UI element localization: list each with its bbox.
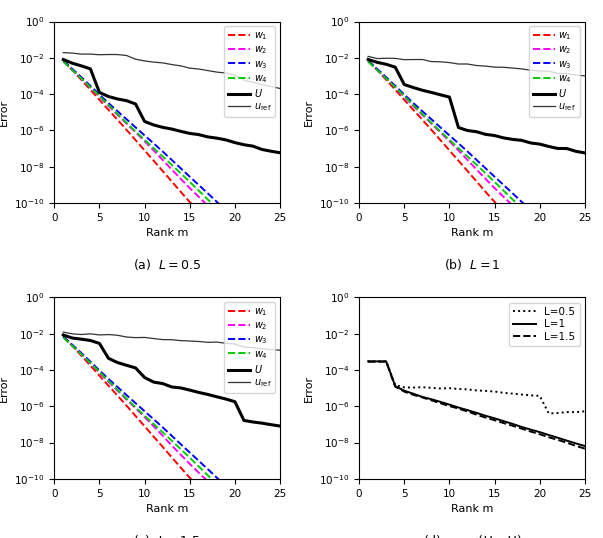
L=0.5 xyxy=(365,358,372,365)
L=1.5 xyxy=(455,405,462,412)
L=1 xyxy=(473,409,480,416)
L=0.5 xyxy=(527,392,534,399)
L=1 xyxy=(437,399,444,405)
Text: (b)  $L = 1$: (b) $L = 1$ xyxy=(444,257,500,272)
L=1 xyxy=(563,437,570,444)
Text: (c)  $L = 1.5$: (c) $L = 1.5$ xyxy=(133,533,201,538)
L=1 xyxy=(455,404,462,410)
L=1.5 xyxy=(446,403,453,409)
Line: L=0.5: L=0.5 xyxy=(368,361,585,413)
L=1.5 xyxy=(365,358,372,365)
L=1.5 xyxy=(473,412,480,418)
L=1.5 xyxy=(418,394,426,401)
L=0.5 xyxy=(455,386,462,392)
L=1.5 xyxy=(464,408,471,415)
L=0.5 xyxy=(464,386,471,393)
L=0.5 xyxy=(572,409,579,415)
Legend: $w_1$, $w_2$, $w_3$, $w_4$, $U$, $u_{\mathrm{ref}}$: $w_1$, $w_2$, $w_3$, $w_4$, $U$, $u_{\ma… xyxy=(529,26,580,117)
L=1 xyxy=(527,427,534,433)
L=0.5 xyxy=(518,391,525,398)
L=0.5 xyxy=(382,358,390,364)
Y-axis label: Error: Error xyxy=(304,374,314,402)
L=0.5 xyxy=(482,388,489,394)
L=1 xyxy=(400,387,408,394)
L=0.5 xyxy=(509,391,516,397)
L=1 xyxy=(482,413,489,419)
X-axis label: Rank m: Rank m xyxy=(451,504,493,514)
L=1.5 xyxy=(518,426,525,432)
L=1 xyxy=(554,435,561,441)
L=1 xyxy=(409,391,417,397)
L=1.5 xyxy=(563,440,570,446)
L=1.5 xyxy=(500,420,507,426)
L=1 xyxy=(365,358,372,365)
Legend: $w_1$, $w_2$, $w_3$, $w_4$, $U$, $u_{\mathrm{ref}}$: $w_1$, $w_2$, $w_3$, $w_4$, $U$, $u_{\ma… xyxy=(224,302,275,393)
L=1 xyxy=(428,396,435,402)
Line: L=1: L=1 xyxy=(368,362,585,446)
L=1.5 xyxy=(400,388,408,395)
Text: (d)  $\varepsilon_{\Omega\setminus\Lambda}(U_m; U)$: (d) $\varepsilon_{\Omega\setminus\Lambda… xyxy=(423,533,522,538)
L=0.5 xyxy=(409,384,417,391)
L=1.5 xyxy=(536,431,543,437)
L=1 xyxy=(391,383,399,390)
L=0.5 xyxy=(437,385,444,392)
L=1 xyxy=(464,407,471,413)
L=1 xyxy=(446,401,453,408)
L=0.5 xyxy=(545,410,552,416)
L=1 xyxy=(500,418,507,424)
Text: (a)  $L = 0.5$: (a) $L = 0.5$ xyxy=(133,257,201,272)
L=1.5 xyxy=(382,358,390,365)
L=1.5 xyxy=(409,392,417,398)
L=1.5 xyxy=(572,443,579,449)
Legend: $w_1$, $w_2$, $w_3$, $w_4$, $U$, $u_{\mathrm{ref}}$: $w_1$, $w_2$, $w_3$, $w_4$, $U$, $u_{\ma… xyxy=(224,26,275,117)
L=0.5 xyxy=(418,384,426,391)
L=0.5 xyxy=(473,387,480,394)
Y-axis label: Error: Error xyxy=(0,374,9,402)
L=0.5 xyxy=(563,409,570,415)
Legend: L=0.5, L=1, L=1.5: L=0.5, L=1, L=1.5 xyxy=(509,302,579,346)
L=1 xyxy=(572,440,579,447)
X-axis label: Rank m: Rank m xyxy=(146,504,188,514)
L=1 xyxy=(518,424,525,430)
L=1.5 xyxy=(509,422,516,429)
L=1.5 xyxy=(437,400,444,406)
L=0.5 xyxy=(400,384,408,391)
L=0.5 xyxy=(391,382,399,388)
L=0.5 xyxy=(373,358,380,365)
L=0.5 xyxy=(554,410,561,416)
X-axis label: Rank m: Rank m xyxy=(451,228,493,238)
Y-axis label: Error: Error xyxy=(0,98,9,126)
L=0.5 xyxy=(500,390,507,396)
L=1 xyxy=(418,394,426,400)
L=1 xyxy=(382,358,390,365)
L=1.5 xyxy=(545,434,552,441)
L=1.5 xyxy=(581,445,589,452)
Line: L=1.5: L=1.5 xyxy=(368,362,585,449)
L=1.5 xyxy=(491,417,498,423)
L=1.5 xyxy=(554,437,561,443)
L=0.5 xyxy=(446,385,453,392)
L=0.5 xyxy=(428,385,435,391)
L=1 xyxy=(491,415,498,422)
X-axis label: Rank m: Rank m xyxy=(146,228,188,238)
L=1 xyxy=(545,432,552,438)
L=1 xyxy=(536,429,543,435)
L=0.5 xyxy=(581,408,589,414)
Y-axis label: Error: Error xyxy=(304,98,314,126)
L=1.5 xyxy=(428,397,435,404)
L=1.5 xyxy=(527,428,534,435)
L=1.5 xyxy=(391,384,399,390)
L=1 xyxy=(373,358,380,365)
L=0.5 xyxy=(491,388,498,395)
L=1 xyxy=(581,443,589,449)
L=1.5 xyxy=(482,414,489,421)
L=0.5 xyxy=(536,393,543,399)
L=1 xyxy=(509,421,516,427)
L=1.5 xyxy=(373,358,380,365)
